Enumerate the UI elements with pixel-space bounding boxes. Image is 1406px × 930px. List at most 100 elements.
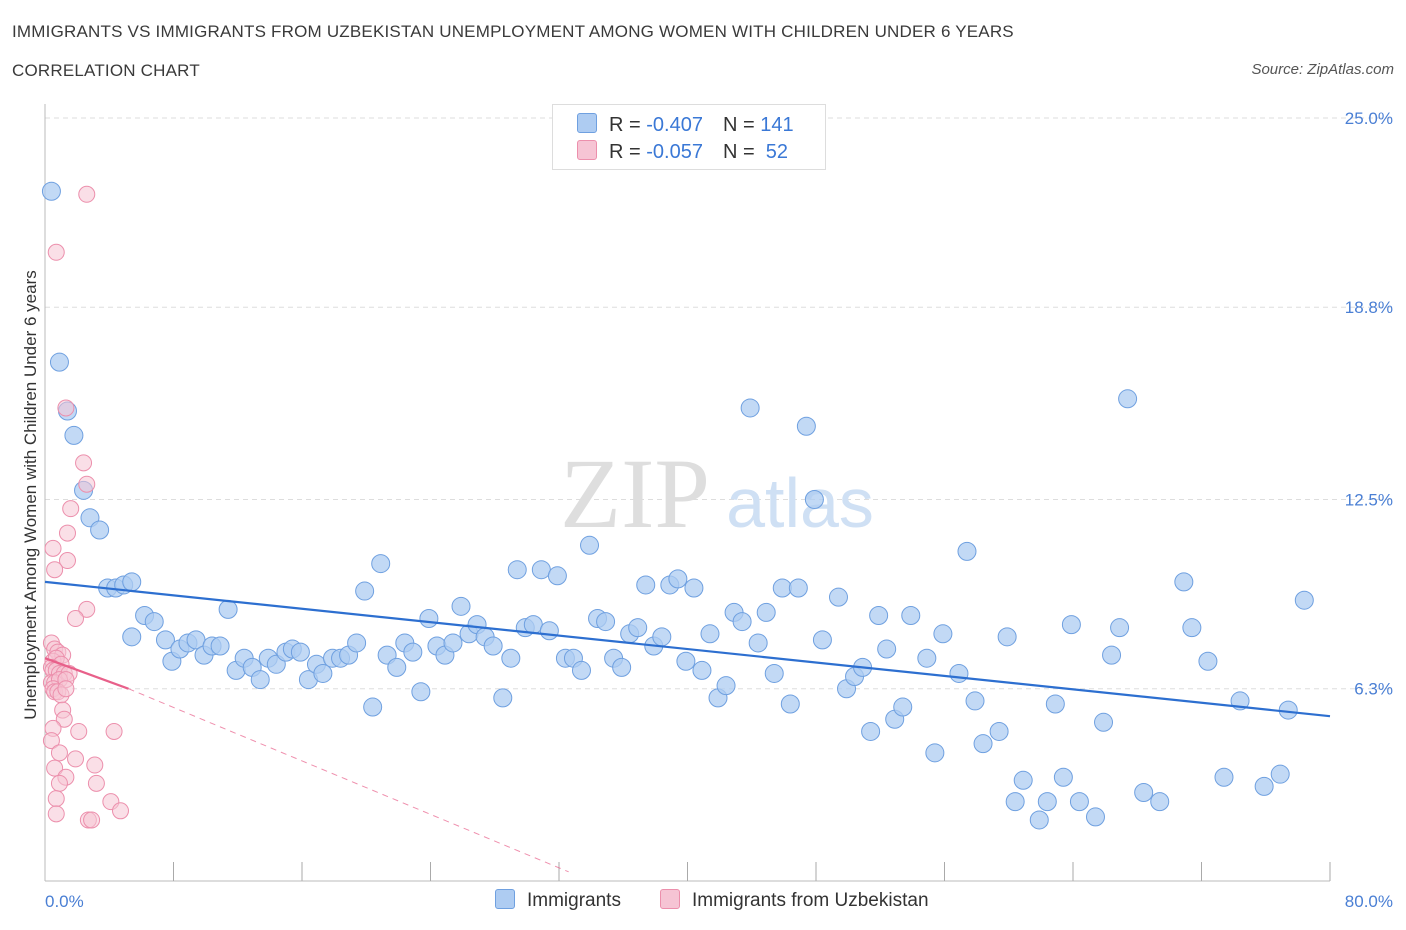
point-immigrants: [1061, 615, 1081, 635]
point-uzbekistan: [75, 454, 93, 472]
bottom-legend-swatch-pink: [660, 889, 680, 909]
point-immigrants: [965, 691, 985, 711]
point-uzbekistan: [42, 732, 60, 750]
point-immigrants: [973, 734, 993, 754]
point-uzbekistan: [105, 722, 123, 740]
chart-subtitle: CORRELATION CHART: [12, 61, 200, 80]
legend-n-label: N =: [722, 141, 761, 163]
legend-swatch-blue: [577, 113, 597, 133]
point-immigrants: [1182, 618, 1202, 638]
point-immigrants: [893, 697, 913, 717]
point-immigrants: [531, 560, 551, 580]
point-uzbekistan: [46, 561, 64, 579]
x-tick-label: 80.0%: [1345, 892, 1393, 911]
point-immigrants: [1198, 651, 1218, 671]
point-immigrants: [812, 630, 832, 650]
point-immigrants: [901, 605, 921, 625]
point-uzbekistan: [58, 524, 76, 542]
point-immigrants: [828, 587, 848, 607]
legend-r-label: R =: [609, 141, 647, 163]
point-immigrants: [1069, 792, 1089, 812]
trend-line-immigrants: [44, 580, 1331, 718]
point-immigrants: [290, 642, 310, 662]
point-immigrants: [1045, 694, 1065, 714]
point-immigrants: [403, 642, 423, 662]
point-immigrants: [1150, 792, 1170, 812]
point-immigrants: [1214, 767, 1234, 787]
point-uzbekistan: [67, 750, 85, 768]
trend-line-uzbekistan-extension: [128, 688, 569, 873]
point-immigrants: [1013, 770, 1033, 790]
legend: R = -0.407 N = 141 R = -0.057 N = 52: [552, 104, 826, 170]
point-immigrants: [371, 554, 391, 574]
legend-swatch-pink: [577, 140, 597, 160]
point-immigrants: [1118, 389, 1138, 409]
point-immigrants: [64, 425, 84, 445]
point-immigrants: [804, 490, 824, 509]
point-uzbekistan: [50, 744, 68, 762]
point-uzbekistan: [47, 243, 65, 261]
point-immigrants: [210, 636, 230, 656]
point-uzbekistan: [83, 811, 101, 829]
y-tick-label: 18.8%: [1345, 298, 1393, 317]
point-immigrants: [628, 618, 648, 638]
source-label: Source: ZipAtlas.com: [1251, 61, 1394, 78]
point-immigrants: [1029, 810, 1049, 830]
y-tick-label: 25.0%: [1345, 109, 1393, 128]
point-immigrants: [1294, 590, 1314, 610]
point-immigrants: [1094, 712, 1114, 732]
point-uzbekistan: [78, 600, 96, 618]
point-immigrants: [539, 621, 559, 641]
point-immigrants: [313, 663, 333, 683]
point-uzbekistan: [111, 802, 129, 820]
point-immigrants: [419, 609, 439, 629]
point-immigrants: [451, 596, 471, 616]
bottom-legend-swatch-blue: [495, 889, 515, 909]
point-immigrants: [547, 566, 567, 586]
legend-r-value: -0.407: [646, 114, 703, 136]
point-immigrants: [507, 560, 527, 580]
point-immigrants: [668, 569, 688, 589]
legend-r-value: -0.057: [646, 141, 703, 163]
point-immigrants: [700, 624, 720, 644]
point-immigrants: [692, 660, 712, 680]
point-immigrants: [580, 535, 600, 555]
bottom-legend-label: Immigrants from Uzbekistan: [692, 890, 929, 911]
point-immigrants: [716, 676, 736, 696]
point-immigrants: [756, 602, 776, 622]
point-immigrants: [933, 624, 953, 644]
point-immigrants: [740, 398, 760, 418]
point-immigrants: [652, 627, 672, 647]
point-immigrants: [676, 651, 696, 671]
trend-line-uzbekistan: [44, 657, 129, 690]
point-immigrants: [949, 663, 969, 683]
series-immigrants: [41, 181, 1314, 830]
point-immigrants: [772, 578, 792, 598]
legend-n-value: 52: [760, 141, 789, 163]
series-uzbekistan: [42, 185, 129, 829]
bottom-legend-label: Immigrants: [527, 890, 621, 911]
point-immigrants: [218, 599, 238, 619]
point-immigrants: [49, 352, 69, 372]
point-immigrants: [501, 648, 521, 668]
point-immigrants: [122, 572, 142, 592]
point-immigrants: [493, 688, 513, 708]
point-immigrants: [997, 627, 1017, 647]
point-immigrants: [957, 541, 977, 561]
point-uzbekistan: [86, 756, 104, 774]
point-immigrants: [122, 627, 142, 647]
point-immigrants: [483, 636, 503, 656]
watermark: ZIP atlas: [560, 438, 874, 549]
point-immigrants: [144, 612, 164, 632]
point-uzbekistan: [78, 185, 96, 203]
point-uzbekistan: [58, 552, 76, 570]
point-immigrants: [250, 670, 270, 690]
point-immigrants: [1110, 618, 1130, 638]
watermark-zip: ZIP: [560, 438, 710, 549]
point-uzbekistan: [57, 399, 75, 417]
point-immigrants: [1037, 792, 1057, 812]
legend-n-value: 141: [760, 114, 794, 136]
y-tick-label: 6.3%: [1354, 680, 1393, 699]
point-immigrants: [1134, 782, 1154, 802]
point-uzbekistan: [67, 610, 85, 628]
